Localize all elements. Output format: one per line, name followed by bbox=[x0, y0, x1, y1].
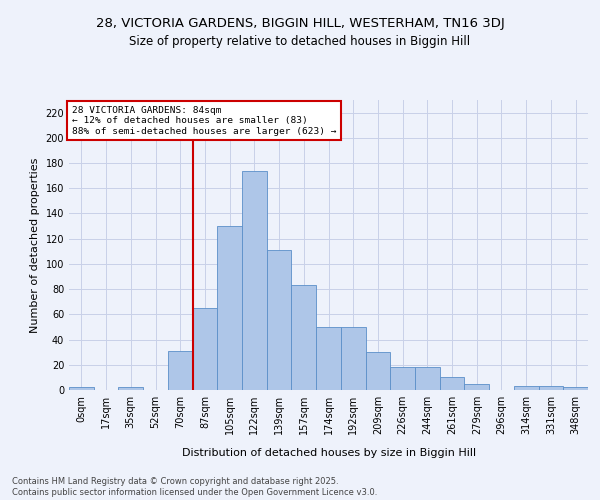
Text: 28 VICTORIA GARDENS: 84sqm
← 12% of detached houses are smaller (83)
88% of semi: 28 VICTORIA GARDENS: 84sqm ← 12% of deta… bbox=[71, 106, 336, 136]
Bar bbox=[539, 386, 563, 390]
Text: Contains HM Land Registry data © Crown copyright and database right 2025.: Contains HM Land Registry data © Crown c… bbox=[12, 476, 338, 486]
Text: Contains public sector information licensed under the Open Government Licence v3: Contains public sector information licen… bbox=[12, 488, 377, 497]
Bar bbox=[563, 388, 588, 390]
Bar bbox=[440, 378, 464, 390]
Bar bbox=[118, 388, 143, 390]
Bar bbox=[242, 170, 267, 390]
Bar bbox=[514, 386, 539, 390]
Bar bbox=[292, 286, 316, 390]
Bar bbox=[390, 368, 415, 390]
Bar bbox=[168, 351, 193, 390]
Bar bbox=[365, 352, 390, 390]
Bar bbox=[415, 368, 440, 390]
Bar bbox=[267, 250, 292, 390]
Bar bbox=[69, 388, 94, 390]
Bar bbox=[193, 308, 217, 390]
Bar bbox=[316, 327, 341, 390]
Y-axis label: Number of detached properties: Number of detached properties bbox=[30, 158, 40, 332]
Text: Size of property relative to detached houses in Biggin Hill: Size of property relative to detached ho… bbox=[130, 35, 470, 48]
Bar bbox=[464, 384, 489, 390]
Bar bbox=[217, 226, 242, 390]
Bar bbox=[341, 327, 365, 390]
Text: Distribution of detached houses by size in Biggin Hill: Distribution of detached houses by size … bbox=[182, 448, 476, 458]
Text: 28, VICTORIA GARDENS, BIGGIN HILL, WESTERHAM, TN16 3DJ: 28, VICTORIA GARDENS, BIGGIN HILL, WESTE… bbox=[95, 18, 505, 30]
